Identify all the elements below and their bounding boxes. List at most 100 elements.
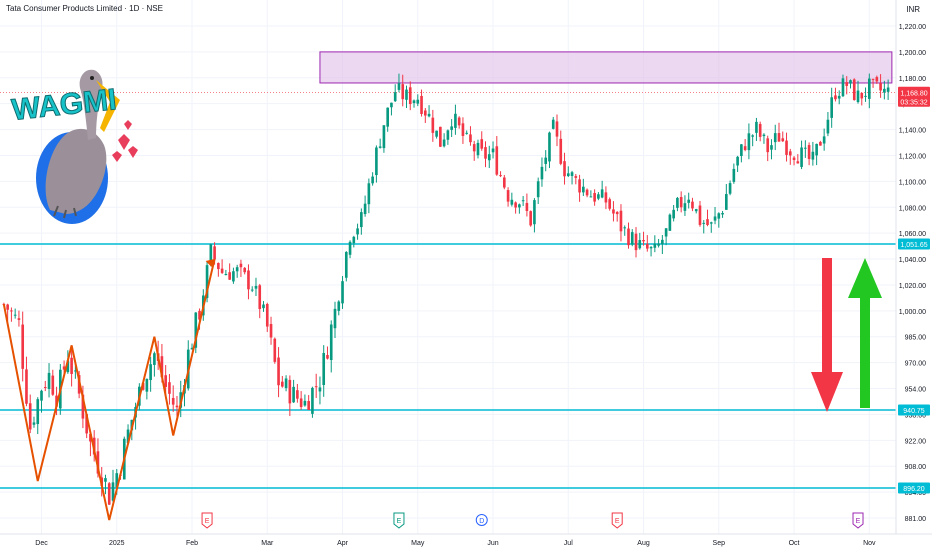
event-marker[interactable]: E (852, 512, 864, 529)
candle-body (326, 354, 329, 359)
candle-body (420, 95, 423, 114)
candle-body (683, 203, 687, 211)
horizontal-lines (0, 91, 896, 489)
candle-body (773, 133, 777, 143)
candle-body (679, 197, 683, 208)
candle-body (559, 138, 563, 164)
candle-body (845, 82, 849, 86)
candle-body (292, 386, 295, 403)
candle-body (728, 183, 732, 194)
candle-body (472, 144, 476, 152)
candle-body (788, 151, 792, 156)
up-arrow-icon (848, 258, 882, 408)
candle-body (378, 146, 382, 148)
candle-body (454, 113, 457, 128)
candle-body (51, 375, 55, 395)
zigzag-pattern[interactable] (2, 258, 216, 521)
candle-body (867, 78, 871, 99)
candle-body (111, 482, 115, 501)
price-label-value: 940.75 (903, 408, 925, 415)
candle-body (525, 202, 529, 211)
price-tick-label: 1,020.00 (899, 283, 926, 290)
price-tick-label: 1,200.00 (899, 50, 926, 57)
candle-body (510, 199, 514, 205)
price-labels: 1,168.80 03:35:32 1,051.65 940.75 896.20 (898, 86, 930, 494)
candle-body (235, 267, 239, 272)
price-tick-label: 938.00 (905, 412, 927, 419)
zigzag-arrowhead (205, 259, 215, 268)
candle-body (830, 97, 833, 118)
candle-body (883, 88, 886, 93)
candle-body (834, 95, 837, 100)
candle-body (469, 134, 472, 143)
price-tick-label: 1,040.00 (899, 257, 926, 264)
candle-body (281, 381, 284, 387)
candle-body (709, 222, 713, 224)
candle-body (28, 403, 32, 430)
candle-body (841, 78, 845, 97)
time-tick-label: Sep (713, 540, 726, 547)
candle-body (307, 400, 310, 410)
event-marker[interactable]: D (475, 514, 488, 526)
candle-body (781, 138, 785, 142)
event-marker[interactable]: E (201, 512, 213, 529)
candle-body (416, 99, 420, 104)
price-tick-label: 881.00 (905, 516, 927, 523)
candle-body (826, 119, 830, 134)
candle-body (777, 133, 781, 142)
candle-body (634, 233, 638, 251)
candle-body (721, 212, 724, 215)
candle-body (171, 397, 175, 405)
candle-body (371, 176, 374, 184)
candle-body (348, 241, 352, 255)
candle-body (239, 263, 243, 268)
candle-body (153, 353, 156, 365)
logo-text: WAGMI (10, 83, 118, 127)
candle-body (224, 273, 228, 276)
candle-body (570, 172, 574, 176)
candle-body (408, 87, 412, 105)
price-label-value: 896.20 (903, 486, 925, 493)
candle-body (55, 395, 58, 407)
candle-body (536, 181, 540, 198)
candle-body (514, 202, 517, 208)
time-tick-label: Jul (564, 540, 573, 547)
candle-body (804, 147, 807, 149)
price-tick-label: 954.00 (905, 387, 927, 394)
candle-body (766, 138, 770, 153)
time-axis-background[interactable] (0, 534, 932, 550)
candle-body (785, 140, 788, 155)
candle-body (299, 398, 303, 408)
candle-body (544, 157, 548, 164)
event-marker[interactable]: E (393, 512, 405, 529)
price-tick-label: 1,120.00 (899, 153, 926, 160)
currency-label[interactable]: INR (906, 5, 920, 14)
candle-body (822, 136, 826, 144)
candle-body (687, 199, 691, 203)
candle-body (269, 324, 273, 338)
candle-body (762, 134, 766, 137)
candle-body (89, 433, 92, 442)
candle-body (168, 382, 171, 394)
candle-body (578, 179, 581, 193)
candle-body (582, 186, 585, 193)
candle-body (740, 144, 743, 157)
candle-body (70, 357, 73, 374)
candle-body (551, 119, 555, 129)
candle-body (852, 79, 856, 101)
event-marker[interactable]: E (611, 512, 623, 529)
event-marker-letter: E (397, 518, 402, 525)
candle-body (770, 145, 773, 150)
candle-body (664, 228, 668, 237)
candle-body (232, 271, 235, 282)
resistance-zone[interactable] (319, 51, 893, 84)
candle-body (254, 285, 258, 289)
candle-body (288, 379, 292, 404)
candle-body (518, 204, 521, 208)
candle-body (649, 247, 653, 249)
candle-body (62, 366, 66, 370)
price-tick-label: 1,000.00 (899, 309, 926, 316)
price-tick-label: 1,080.00 (899, 205, 926, 212)
candle-body (484, 147, 487, 159)
